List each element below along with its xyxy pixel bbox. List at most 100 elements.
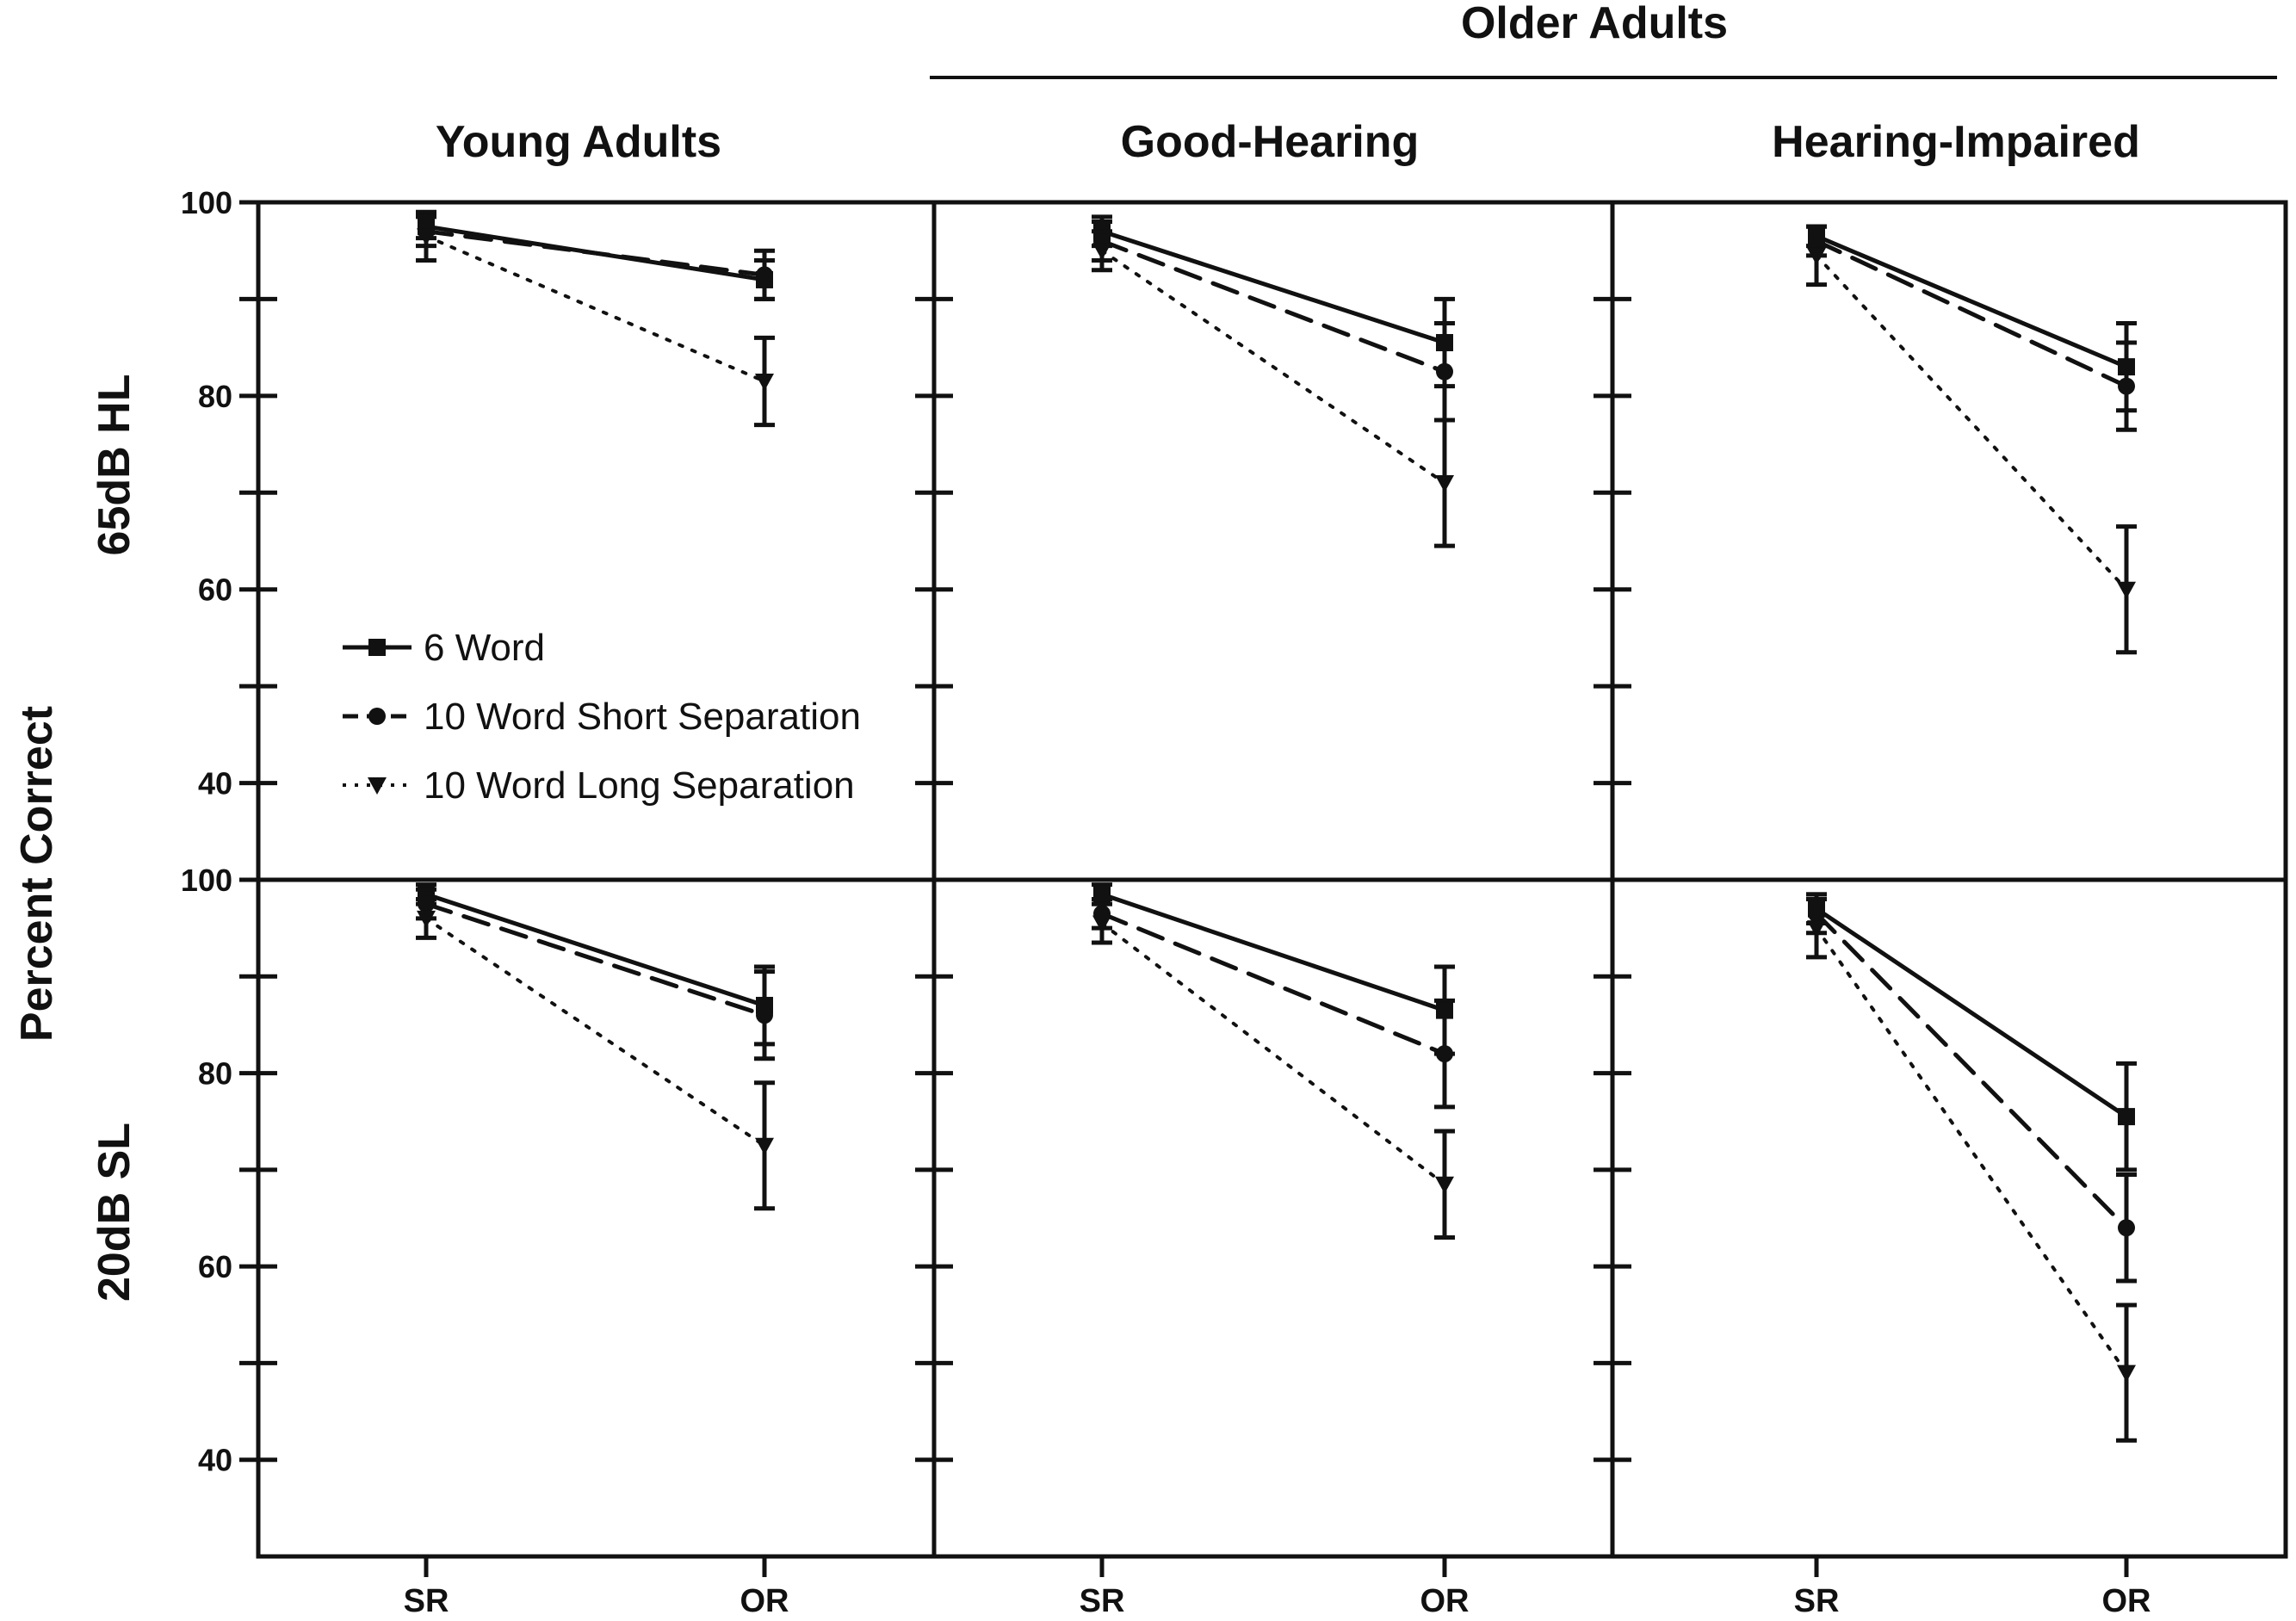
y-tick-label: 60 [198,1249,232,1284]
legend-item-10-word-long-separation: 10 Word Long Separation [343,764,855,807]
series-line-10-word-short-separation [1814,911,2129,1230]
panel-frames [239,200,2288,1577]
data-point-10-word-short-separation-or [756,266,773,284]
legend-marker [368,639,386,656]
x-tick-label-or: OR [1420,1583,1470,1619]
series-6-word [1092,882,1455,1056]
legend-marker [368,777,387,795]
series-10-word-long-separation [416,209,775,428]
x-tick-label-sr: SR [404,1583,449,1619]
panel-20db-sl-good-hearing [1092,882,1455,1240]
x-tick-label-sr: SR [1794,1583,1840,1619]
panel-frame-20db-sl-hearing-impaired [1610,877,2288,1559]
data-series [416,209,2137,1443]
data-point-10-word-long-separation-or [1435,1176,1454,1194]
y-tick-label: 100 [181,185,232,220]
x-tick-label-or: OR [2102,1583,2151,1619]
series-10-word-long-separation [1806,896,2137,1443]
series-line-10-word-long-separation [1815,253,2128,591]
row-title-20db-sl: 20dB SL [90,1123,139,1302]
data-point-6-word-or [2118,1108,2135,1126]
series-10-word-short-separation [1092,219,1455,423]
data-point-10-word-short-separation-or [1436,1045,1453,1063]
series-line-6-word [1814,906,2129,1119]
x-tick-label-sr: SR [1080,1583,1125,1619]
group-header: Older Adults [1461,0,1728,48]
x-tick-label-or: OR [740,1583,789,1619]
data-point-10-word-long-separation-sr [1807,247,1826,265]
series-line-10-word-long-separation [1100,249,1446,486]
data-point-10-word-long-separation-sr [1807,920,1826,938]
data-point-10-word-long-separation-or [2117,1364,2136,1383]
series-10-word-short-separation [1806,224,2137,432]
data-point-10-word-long-separation-sr [1092,243,1111,261]
legend-item-10-word-short-separation: 10 Word Short Separation [343,696,861,738]
series-line-6-word [1099,229,1447,345]
data-point-10-word-long-separation-sr [417,910,436,928]
column-title-hearing-impaired: Hearing-Impaired [1772,117,2140,167]
y-tick-label: 40 [198,766,232,801]
data-point-10-word-short-separation-or [2118,1219,2135,1237]
y-tick-label: 80 [198,1056,232,1092]
data-point-10-word-long-separation-or [755,1137,774,1155]
panel-frame-65db-hl-good-hearing [931,200,1615,882]
series-6-word [1806,224,2137,413]
y-tick-label: 40 [198,1443,232,1478]
series-10-word-long-separation [1092,229,1455,548]
legend-label: 6 Word [424,627,545,669]
series-line-10-word-short-separation [1099,238,1447,374]
series-10-word-short-separation [1806,892,2137,1284]
series-line-10-word-long-separation [424,234,766,383]
legend-label: 10 Word Long Separation [424,764,855,807]
series-6-word [1092,214,1455,389]
data-point-10-word-short-separation-or [756,1006,773,1024]
series-10-word-long-separation [416,896,775,1211]
data-point-10-word-long-separation-or [2117,581,2136,599]
series-10-word-short-separation [1092,896,1455,1110]
data-point-10-word-long-separation-sr [1092,915,1111,933]
series-line-10-word-long-separation [1815,926,2128,1375]
legend-marker [368,708,386,725]
legend-item-6-word: 6 Word [343,627,545,669]
series-10-word-short-separation [416,214,775,301]
legend-label: 10 Word Short Separation [424,696,861,738]
panel-65db-hl-young-adults [416,209,775,428]
column-title-young-adults: Young Adults [436,117,721,167]
legend: 6 Word 10 Word Short Separation 10 Word Lo… [343,627,861,807]
panel-frame-20db-sl-young-adults [256,877,937,1559]
data-point-10-word-short-separation-or [1436,362,1453,381]
data-point-10-word-long-separation-or [1435,475,1454,493]
series-10-word-long-separation [1092,901,1455,1240]
series-10-word-short-separation [416,887,775,1061]
series-line-10-word-long-separation [424,916,766,1148]
row-title-65db-hl: 65dB HL [90,374,139,556]
series-6-word [1806,892,2137,1172]
series-line-10-word-long-separation [1100,921,1446,1186]
panel-20db-sl-young-adults [416,882,775,1211]
panel-20db-sl-hearing-impaired [1806,892,2137,1443]
data-point-10-word-short-separation-or [2118,377,2135,395]
y-axis-label: Percent Correct [12,706,62,1042]
series-line-10-word-short-separation [424,901,767,1018]
data-point-10-word-long-separation-sr [417,228,436,246]
panel-frame-20db-sl-good-hearing [931,877,1615,1559]
series-line-10-word-short-separation [1814,238,2129,389]
series-line-10-word-short-separation [1099,911,1447,1056]
series-line-6-word [424,892,767,1008]
y-tick-label: 80 [198,379,232,414]
y-tick-label: 100 [181,863,232,898]
series-6-word [416,213,775,301]
data-point-10-word-long-separation-or [755,373,774,391]
panel-frame-65db-hl-hearing-impaired [1610,200,2288,882]
panel-65db-hl-good-hearing [1092,214,1455,548]
series-line-6-word [1814,233,2129,369]
panel-65db-hl-hearing-impaired [1806,224,2137,655]
chart-labels: 40 60 80 100 40 60 80 100 SR OR SR OR SR OR Young Adul… [12,0,2277,1619]
column-title-good-hearing: Good-Hearing [1121,117,1420,167]
series-line-6-word [1099,892,1447,1013]
y-tick-label: 60 [198,572,232,608]
series-line-10-word-short-separation [424,229,767,277]
series-6-word [416,882,775,1047]
series-10-word-long-separation [1806,224,2137,655]
